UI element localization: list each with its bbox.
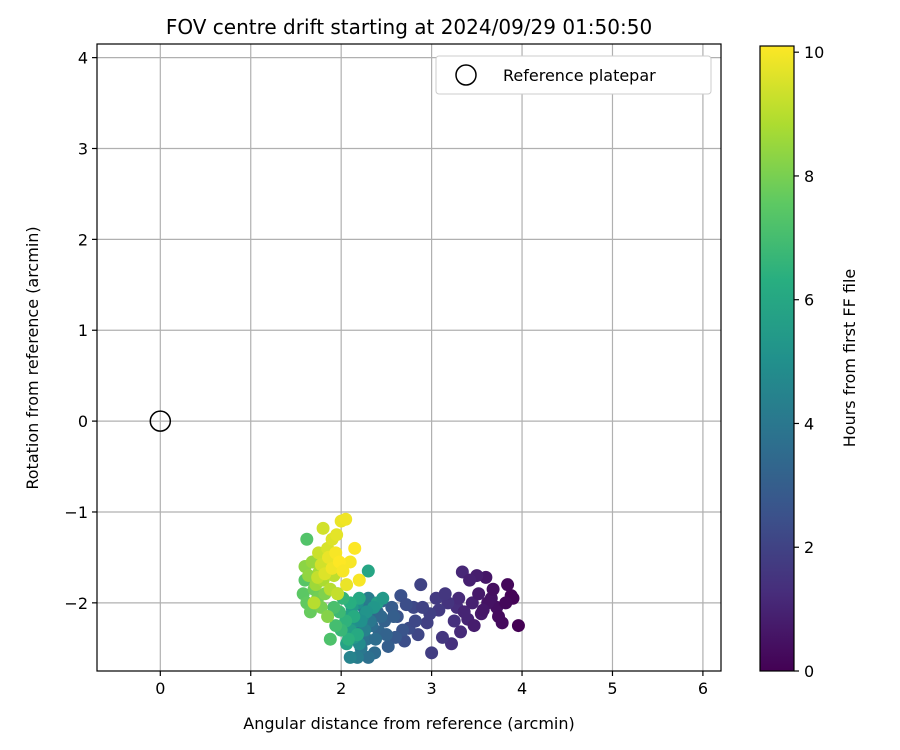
data-point xyxy=(447,614,461,628)
x-tick-label: 1 xyxy=(246,679,256,698)
colorbar-tick-label: 10 xyxy=(804,43,824,62)
data-point xyxy=(348,541,362,555)
data-point xyxy=(341,632,355,646)
data-point xyxy=(330,528,344,542)
colorbar-tick-label: 4 xyxy=(804,414,814,433)
data-point xyxy=(511,619,525,633)
data-point xyxy=(369,632,383,646)
y-tick-label: 2 xyxy=(78,230,88,249)
data-point xyxy=(339,512,353,526)
reference-point-marker xyxy=(149,410,172,432)
grid-lines xyxy=(97,44,721,671)
data-point xyxy=(361,564,375,578)
data-point xyxy=(414,578,428,592)
y-tick-label: −1 xyxy=(64,503,88,522)
x-tick-label: 4 xyxy=(517,679,527,698)
data-point xyxy=(476,603,490,617)
data-point xyxy=(411,628,425,642)
legend-entry: Reference platepar xyxy=(503,66,656,85)
chart-title: FOV centre drift starting at 2024/09/29 … xyxy=(166,15,652,39)
data-point xyxy=(416,600,430,614)
data-point xyxy=(467,619,481,633)
colorbar-tick-label: 0 xyxy=(804,662,814,681)
colorbar-label: Hours from first FF file xyxy=(840,269,859,448)
data-point xyxy=(352,573,366,587)
data-point xyxy=(499,596,513,610)
plot-frame xyxy=(96,43,722,672)
y-axis-label: Rotation from reference (arcmin) xyxy=(23,226,42,489)
data-point xyxy=(300,532,314,546)
data-point xyxy=(336,564,350,578)
legend: Reference platepar xyxy=(435,55,712,95)
colorbar-ticks: 0 2 4 6 8 10 xyxy=(794,43,824,681)
y-tick-label: −2 xyxy=(64,594,88,613)
data-point xyxy=(438,587,452,601)
x-tick-label: 0 xyxy=(155,679,165,698)
data-point xyxy=(321,609,335,623)
data-point xyxy=(307,596,321,610)
data-point xyxy=(340,578,354,592)
data-point xyxy=(343,555,357,569)
data-point xyxy=(425,646,439,660)
x-tick-label: 5 xyxy=(607,679,617,698)
data-point xyxy=(501,578,515,592)
data-point xyxy=(343,650,357,664)
x-tick-label: 3 xyxy=(427,679,437,698)
data-point xyxy=(376,591,390,605)
data-points xyxy=(296,512,525,664)
data-point xyxy=(435,630,449,644)
data-point xyxy=(472,587,486,601)
legend-marker-icon xyxy=(455,64,477,86)
x-axis-ticks: 0 1 2 3 4 5 6 xyxy=(155,671,708,698)
legend-box xyxy=(435,55,712,95)
data-point xyxy=(374,609,388,623)
y-axis-ticks: −2 −1 0 1 2 3 4 xyxy=(64,49,97,613)
data-point xyxy=(316,521,330,535)
data-point xyxy=(331,587,345,601)
data-point xyxy=(463,573,477,587)
x-tick-label: 2 xyxy=(336,679,346,698)
data-point xyxy=(379,628,393,642)
data-point xyxy=(327,600,341,614)
y-tick-label: 3 xyxy=(78,140,88,159)
data-point xyxy=(399,598,413,612)
data-point xyxy=(445,637,459,651)
colorbar: 0 2 4 6 8 10 Hours from first FF file xyxy=(759,43,859,681)
y-tick-label: 4 xyxy=(78,49,88,68)
data-point xyxy=(454,625,468,639)
x-tick-label: 6 xyxy=(698,679,708,698)
data-point xyxy=(323,632,337,646)
colorbar-tick-label: 2 xyxy=(804,538,814,557)
y-tick-label: 0 xyxy=(78,412,88,431)
data-point xyxy=(486,582,500,596)
data-point xyxy=(329,619,343,633)
data-point xyxy=(387,609,401,623)
data-point xyxy=(408,614,422,628)
data-point xyxy=(452,591,466,605)
data-point xyxy=(361,650,375,664)
data-point xyxy=(492,609,506,623)
y-tick-label: 1 xyxy=(78,321,88,340)
data-point xyxy=(457,605,471,619)
x-axis-label: Angular distance from reference (arcmin) xyxy=(243,714,574,733)
colorbar-tick-label: 8 xyxy=(804,167,814,186)
data-point xyxy=(381,639,395,653)
colorbar-gradient xyxy=(759,45,795,672)
data-point xyxy=(465,596,479,610)
colorbar-tick-label: 6 xyxy=(804,291,814,310)
